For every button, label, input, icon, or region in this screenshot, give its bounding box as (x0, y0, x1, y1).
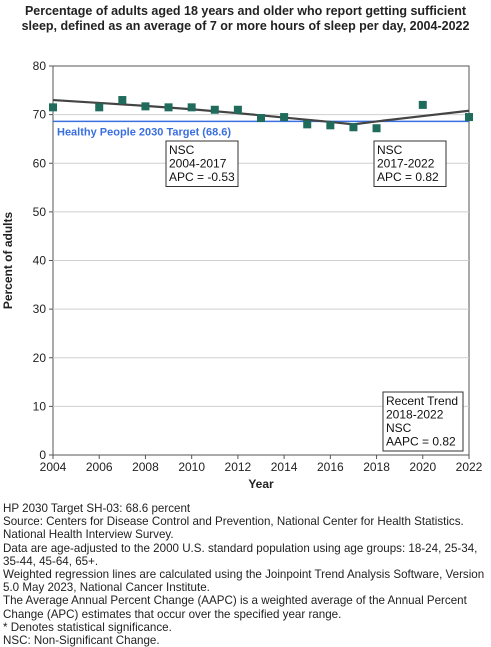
data-point (349, 123, 358, 132)
data-point (118, 96, 127, 105)
data-point (257, 114, 265, 123)
annotation-box (382, 391, 464, 452)
y-tick-label: 20 (33, 351, 47, 365)
data-point (210, 105, 219, 114)
annotation-box (165, 140, 239, 187)
annotation-text: 2017-2022 (377, 157, 435, 171)
target-label: Healthy People 2030 Target (68.6) (57, 126, 231, 138)
data-point (280, 113, 289, 122)
x-tick-label: 2010 (178, 460, 205, 474)
data-point (233, 105, 242, 114)
y-tick-label: 60 (33, 156, 47, 170)
footnotes: HP 2030 Target SH-03: 68.6 percent Sourc… (3, 502, 489, 647)
footnote-target: HP 2030 Target SH-03: 68.6 percent (3, 502, 191, 515)
x-tick-label: 2004 (40, 460, 67, 474)
y-tick-label: 80 (33, 59, 47, 73)
data-point (372, 124, 381, 133)
x-tick-label: 2012 (225, 460, 252, 474)
annotation-text: NSC (169, 143, 195, 157)
x-tick-label: 2006 (86, 460, 113, 474)
data-point (141, 102, 150, 111)
annotation-text: 2018-2022 (386, 408, 444, 422)
footnote-source: Source: Centers for Disease Control and … (3, 515, 464, 542)
x-tick-label: 2018 (363, 460, 390, 474)
annotation-box (373, 140, 447, 187)
y-tick-label: 40 (33, 254, 47, 268)
x-tick-label: 2016 (317, 460, 344, 474)
y-tick-label: 50 (33, 205, 47, 219)
annotation-text: Recent Trend (386, 394, 458, 408)
data-point (326, 121, 335, 130)
annotation-text: APC = -0.53 (169, 170, 235, 184)
x-tick-label: 2022 (456, 460, 483, 474)
annotation-text: APC = 0.82 (377, 170, 439, 184)
x-tick-label: 2014 (271, 460, 298, 474)
annotation-text: NSC (377, 143, 403, 157)
y-tick-label: 70 (33, 108, 47, 122)
sleep-trend-chart: 0 10 20 30 40 50 60 70 80 2004 2006 2008 2010 2012 201… (1, 59, 483, 491)
x-axis-title: Year (248, 477, 274, 491)
footnote-aapc: The Average Annual Percent Change (AAPC)… (3, 594, 467, 621)
footnote-nsc: NSC: Non-Significant Change. (3, 634, 160, 647)
data-point (303, 120, 312, 129)
footnote-regression: Weighted regression lines are calculated… (3, 568, 485, 595)
footnote-age-adjustment: Data are age-adjusted to the 2000 U.S. s… (3, 541, 478, 568)
annotation-text: 2004-2017 (169, 157, 227, 171)
data-point (418, 100, 427, 109)
data-point (187, 103, 196, 112)
data-point (465, 113, 473, 122)
y-tick-label: 10 (33, 399, 47, 413)
annotation-text: NSC (386, 421, 412, 435)
footnote-significance: * Denotes statistical significance. (3, 620, 172, 634)
chart-title: Percentage of adults aged 18 years and o… (21, 4, 470, 33)
y-tick-label: 0 (39, 448, 46, 462)
y-tick-label: 30 (33, 302, 47, 316)
x-tick-label: 2008 (132, 460, 159, 474)
data-point (95, 103, 104, 112)
data-point (49, 103, 57, 112)
annotation-text: AAPC = 0.82 (386, 435, 456, 449)
y-axis-title: Percent of adults (1, 212, 15, 310)
x-tick-label: 2020 (409, 460, 436, 474)
data-point (164, 103, 173, 112)
